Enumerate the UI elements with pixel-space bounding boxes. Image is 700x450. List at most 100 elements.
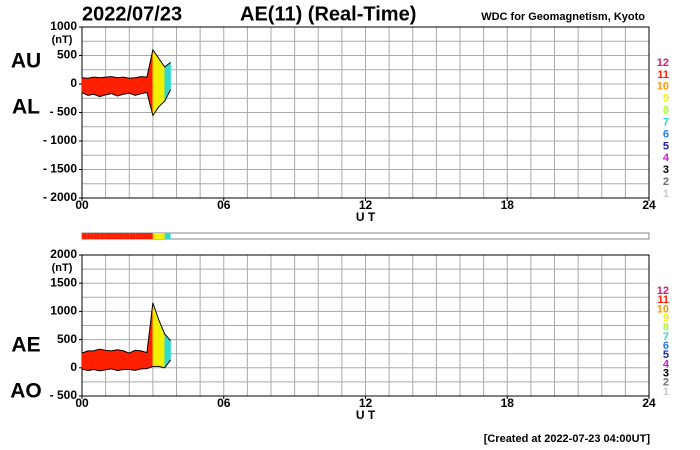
y-unit: (nT) — [52, 34, 73, 46]
range-segment — [105, 76, 112, 96]
station-strip — [87, 233, 94, 239]
y-tick-label: 500 — [57, 48, 77, 62]
upper-name: AE — [11, 333, 40, 356]
station-strip — [135, 233, 142, 239]
x-tick-label: 00 — [75, 198, 89, 212]
station-legend: 7 — [663, 331, 669, 343]
x-tick-label: 12 — [359, 396, 373, 410]
x-tick-label: 12 — [359, 198, 373, 212]
y-tick-label: 0 — [70, 76, 77, 90]
x-tick-label: 24 — [642, 396, 656, 410]
station-legend: 4 — [663, 358, 670, 370]
upper-name: AU — [11, 50, 41, 73]
station-legend: 10 — [657, 81, 669, 93]
range-segment — [140, 350, 148, 370]
range-segment — [87, 350, 95, 371]
range-segment — [152, 48, 160, 117]
station-legend: 3 — [663, 164, 669, 176]
title: AE(11) (Real-Time) — [240, 3, 416, 25]
station-strip — [152, 233, 159, 239]
y-unit: (nT) — [52, 262, 73, 274]
x-tick-label: 18 — [501, 396, 515, 410]
y-tick-label: - 500 — [50, 388, 78, 402]
x-tick-label: 06 — [217, 396, 231, 410]
station-strip — [99, 233, 106, 239]
station-legend: 12 — [657, 57, 669, 69]
range-segment — [99, 76, 106, 97]
station-legend: 7 — [663, 116, 669, 128]
station-legend: 8 — [663, 105, 669, 117]
station-legend: 1 — [663, 188, 669, 200]
source: WDC for Geomagnetism, Kyoto — [481, 11, 645, 23]
range-segment — [117, 349, 124, 371]
date: 2022/07/23 — [82, 3, 182, 25]
station-legend: 2 — [663, 176, 669, 188]
y-tick-label: 1000 — [50, 304, 77, 318]
y-tick-label: 2000 — [50, 247, 77, 261]
station-legend: 6 — [663, 128, 669, 140]
upper-line — [81, 302, 171, 354]
station-legend: 11 — [657, 294, 669, 306]
upper-line — [81, 48, 171, 79]
range-segment — [134, 350, 142, 371]
range-segment — [111, 349, 118, 371]
x-tick-label: 06 — [217, 198, 231, 212]
range-segment — [81, 350, 89, 371]
station-strip — [146, 233, 153, 239]
x-tick-label: 18 — [501, 198, 515, 212]
range-segment — [93, 76, 100, 97]
lower-name: AO — [10, 379, 42, 402]
station-legend: 11 — [657, 69, 669, 81]
station-legend: 8 — [663, 322, 669, 334]
lower-line — [81, 359, 171, 372]
x-axis-label: U T — [356, 210, 376, 224]
lower-name: AL — [12, 96, 40, 119]
station-strip — [158, 233, 165, 239]
station-legend: 2 — [663, 377, 669, 389]
station-legend: 3 — [663, 368, 669, 380]
x-tick-label: 24 — [642, 198, 656, 212]
station-legend: 4 — [663, 152, 670, 164]
range-segment — [93, 348, 100, 372]
range-segment — [99, 348, 106, 372]
range-segment — [87, 76, 95, 96]
range-segment — [123, 350, 130, 370]
x-tick-label: 00 — [75, 396, 89, 410]
range-segment — [140, 76, 148, 94]
station-strip — [105, 233, 112, 239]
station-strip — [129, 233, 136, 239]
station-legend: 5 — [663, 140, 669, 152]
station-strip — [93, 233, 100, 239]
y-tick-label: 1500 — [50, 275, 77, 289]
station-legend: 6 — [663, 340, 669, 352]
lower-line — [81, 89, 172, 117]
station-legend: 5 — [663, 349, 669, 361]
station-strip — [123, 233, 130, 239]
station-legend: 10 — [657, 303, 669, 315]
y-tick-label: - 500 — [50, 105, 78, 119]
y-tick-label: 1000 — [50, 19, 77, 33]
station-strip — [141, 233, 147, 239]
station-legend: 1 — [663, 386, 669, 398]
station-strip — [117, 233, 124, 239]
y-tick-label: 500 — [57, 332, 77, 346]
station-strip — [164, 233, 171, 239]
y-tick-label: - 1000 — [43, 133, 77, 147]
station-strip — [111, 233, 118, 239]
range-segment — [129, 77, 136, 96]
range-segment — [134, 76, 142, 96]
station-legend: 12 — [657, 285, 669, 297]
station-strip — [82, 233, 88, 239]
range-segment — [123, 76, 130, 95]
station-legend: 9 — [663, 312, 669, 324]
footer: [Created at 2022-07-23 04:00UT] — [484, 433, 651, 445]
y-tick-label: 0 — [70, 360, 77, 374]
range-segment — [129, 349, 136, 371]
y-tick-label: - 2000 — [43, 190, 77, 204]
range-segment — [111, 76, 118, 97]
range-segment — [117, 76, 124, 97]
range-segment — [105, 350, 112, 371]
x-axis-label: U T — [356, 408, 376, 422]
y-tick-label: - 1500 — [43, 162, 77, 176]
